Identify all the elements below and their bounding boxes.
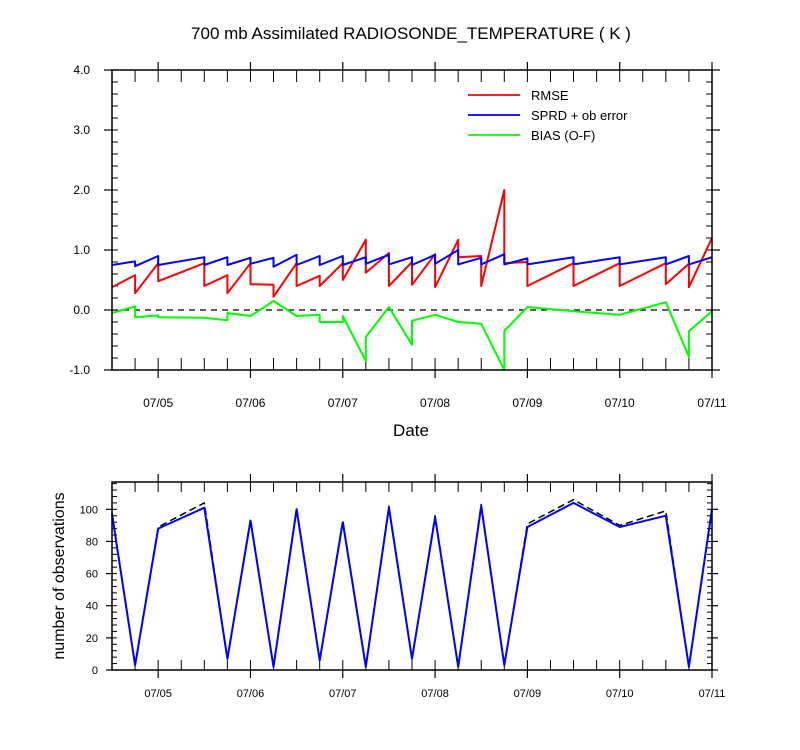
y-tick-label: 4.0 xyxy=(73,63,90,77)
x-tick-label: 07/08 xyxy=(421,688,449,700)
x-tick-label: 07/06 xyxy=(235,396,265,410)
series-line-observations-possible xyxy=(111,498,713,668)
y-tick-label: 2.0 xyxy=(73,183,90,197)
x-tick-label: 07/11 xyxy=(697,396,726,410)
top-chart: 700 mb Assimilated RADIOSONDE_TEMPERATUR… xyxy=(69,24,727,440)
y-tick-label: 60 xyxy=(86,569,98,581)
y-tick-label: 20 xyxy=(86,633,98,645)
x-tick-label: 07/11 xyxy=(699,688,726,700)
x-tick-label: 07/10 xyxy=(606,688,634,700)
y-axis-title: number of observations xyxy=(51,492,68,659)
top-plot-area: 07/05 07/06 07/07 07/08 07/09 07/10 07/11 -1.0 0… xyxy=(69,62,727,410)
series-line-observations-assimilated xyxy=(111,501,713,668)
bottom-chart: 07/05 07/06 07/07 07/08 07/09 07/10 07/11 0 20 40… xyxy=(51,474,725,700)
series-line-rmse xyxy=(111,189,713,298)
x-tick-label: 07/09 xyxy=(512,396,542,410)
x-tick-label: 07/07 xyxy=(329,688,357,700)
series-line-sprd-ob-error xyxy=(111,249,713,268)
y-tick-label: 100 xyxy=(80,504,98,516)
x-tick-label: 07/10 xyxy=(605,396,635,410)
x-tick-label: 07/06 xyxy=(237,688,265,700)
plot-frame xyxy=(111,69,713,371)
series-line-bias-o-f xyxy=(111,300,713,371)
plot-frame xyxy=(111,481,713,671)
x-tick-label: 07/08 xyxy=(420,396,450,410)
y-tick-label: -1.0 xyxy=(69,363,90,377)
y-tick-label: 40 xyxy=(86,601,98,613)
x-tick-label: 07/09 xyxy=(514,688,542,700)
y-tick-label: 3.0 xyxy=(73,123,90,137)
x-axis-title: Date xyxy=(393,421,429,440)
y-tick-label: 0 xyxy=(92,665,98,677)
y-tick-label: 80 xyxy=(86,536,98,548)
x-tick-label: 07/05 xyxy=(143,396,173,410)
chart-title: 700 mb Assimilated RADIOSONDE_TEMPERATUR… xyxy=(191,24,631,43)
y-tick-label: 1.0 xyxy=(73,243,90,257)
x-tick-label: 07/07 xyxy=(328,396,358,410)
legend-label: BIAS (O-F) xyxy=(531,128,595,143)
x-tick-label: 07/05 xyxy=(144,688,172,700)
bottom-plot-area: 07/05 07/06 07/07 07/08 07/09 07/10 07/11 0 20 40… xyxy=(80,474,726,700)
legend: RMSE SPRD + ob error BIAS (O-F) xyxy=(468,88,628,143)
legend-label: SPRD + ob error xyxy=(531,108,628,123)
legend-label: RMSE xyxy=(531,88,569,103)
y-tick-label: 0.0 xyxy=(73,303,90,317)
